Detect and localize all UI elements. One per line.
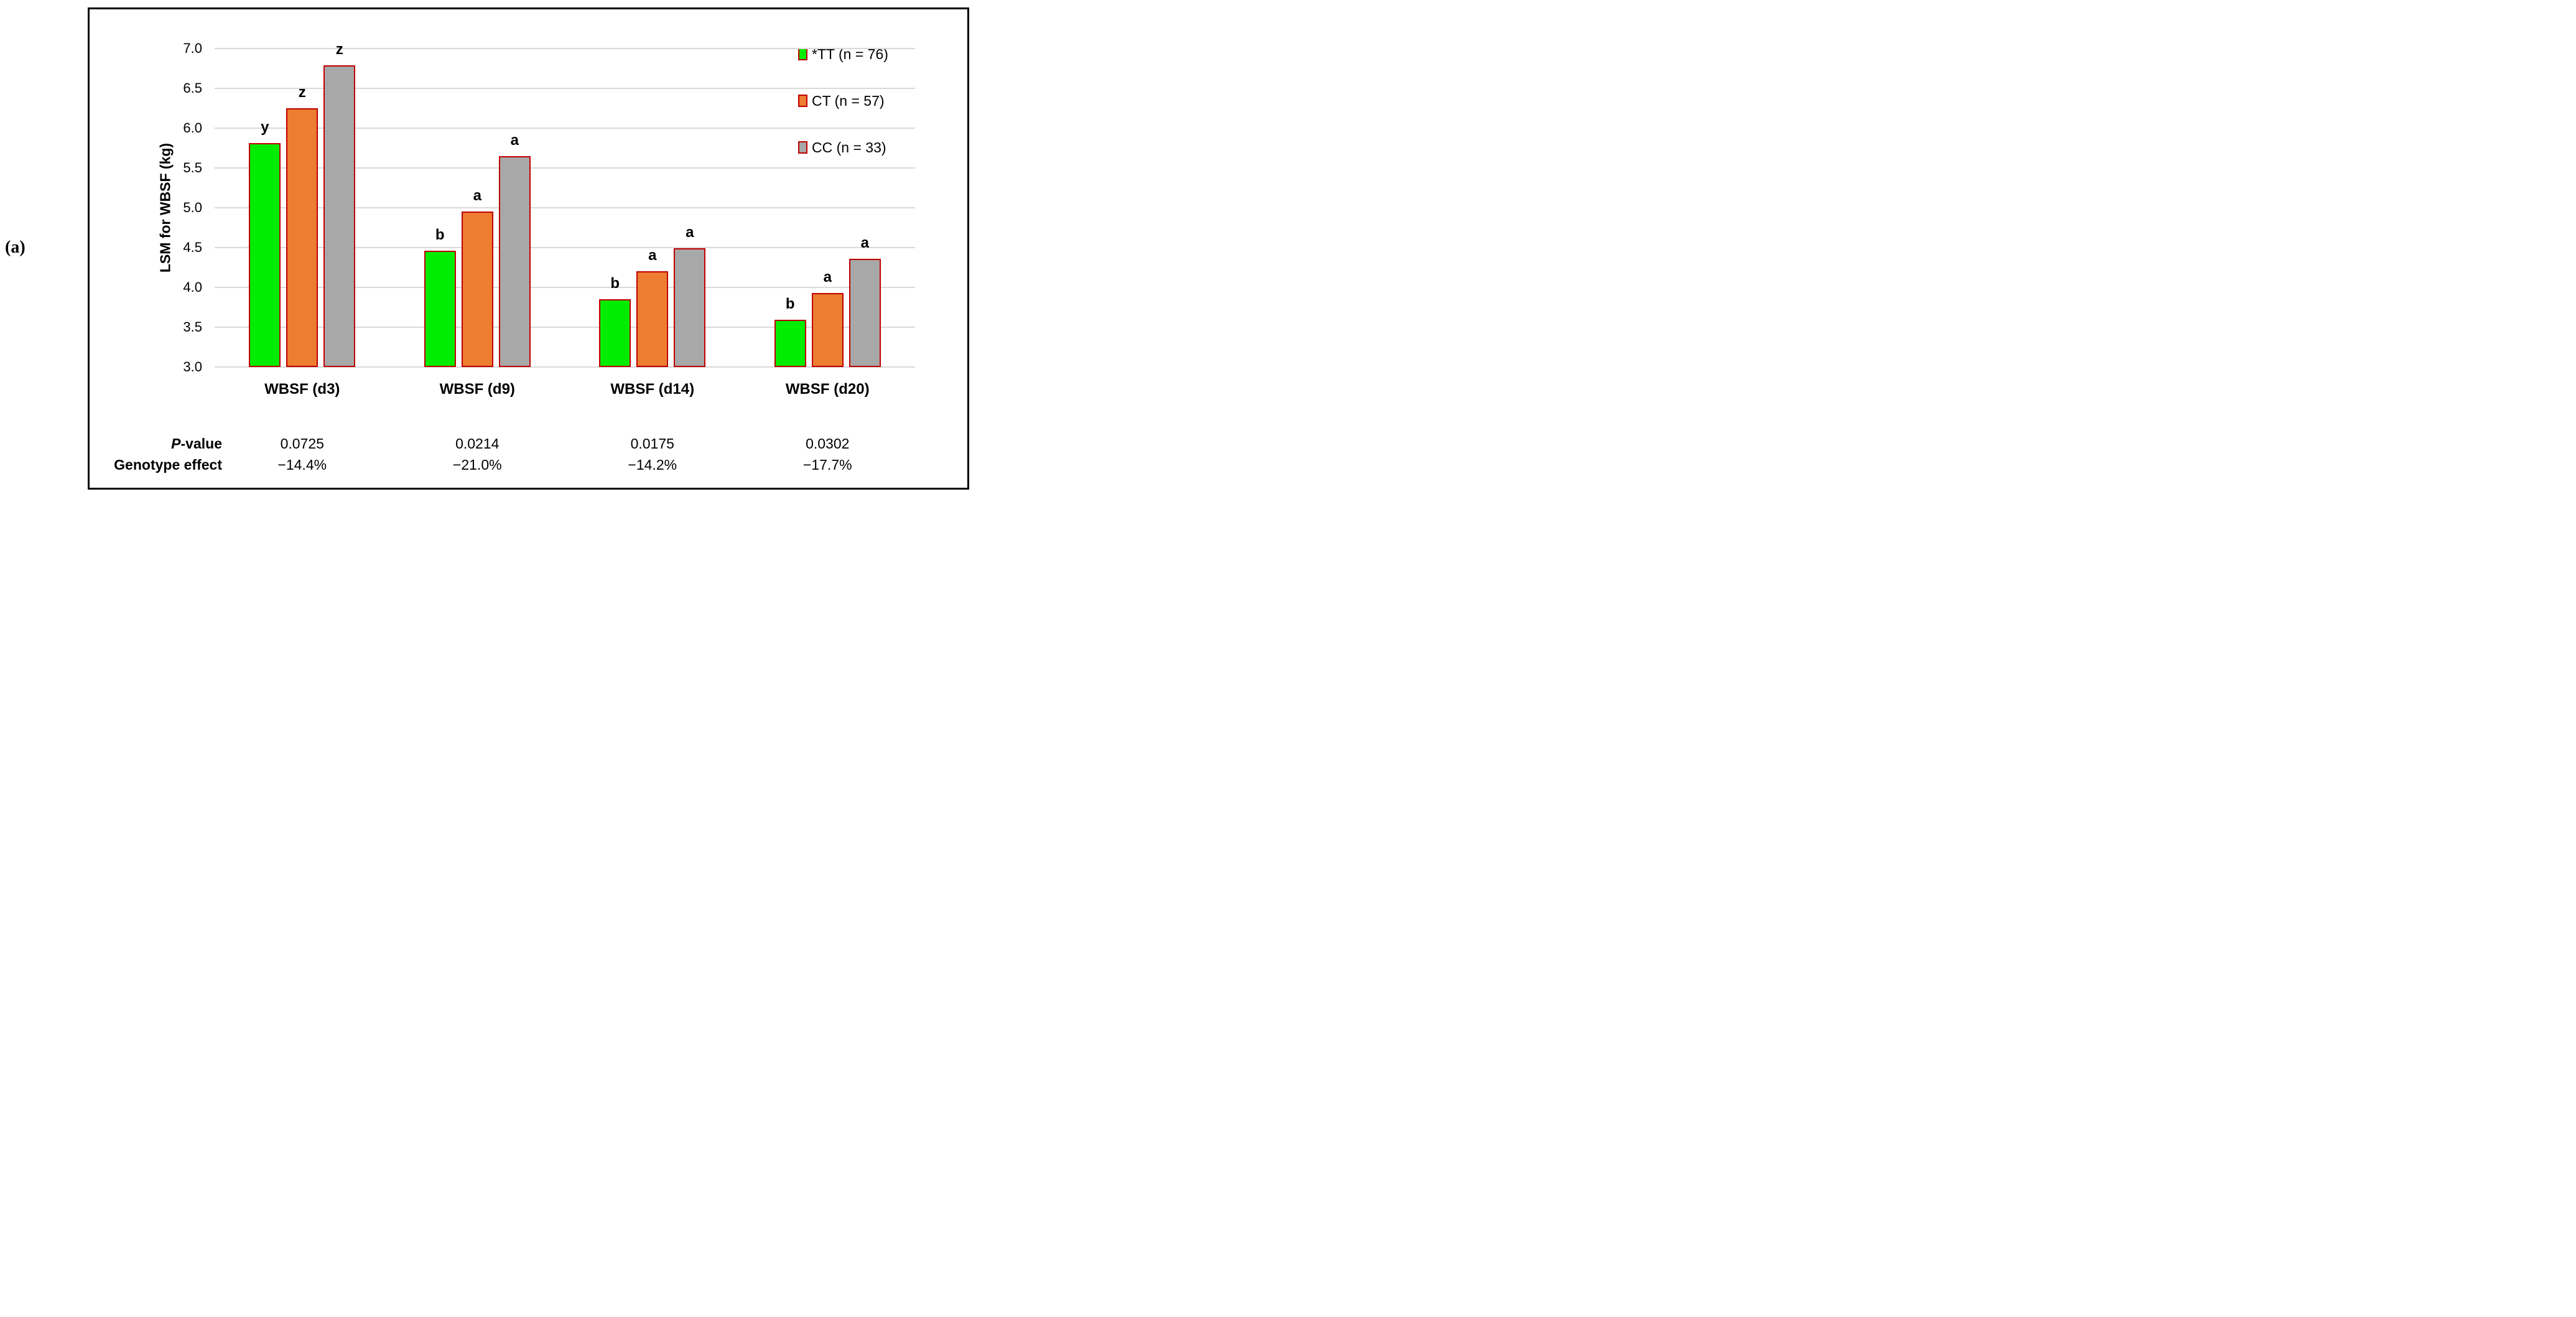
bar-ttn-1: [249, 143, 281, 367]
significance-letter: a: [860, 234, 869, 251]
legend-item: CT (n = 57): [796, 92, 891, 109]
legend-swatch-icon: [798, 48, 807, 60]
annotation-row: P-value 0.0725 0.0214 0.0175 0.0302: [90, 435, 967, 453]
bar-ccn-1: [323, 65, 356, 367]
gridline: [215, 128, 915, 129]
annotation-value: 0.0725: [280, 435, 324, 452]
legend-item: CC (n = 33): [796, 139, 891, 156]
legend-swatch-icon: [798, 95, 807, 107]
gridline: [215, 327, 915, 328]
bar-ctn-2: [461, 212, 493, 367]
bar-ccn-3: [674, 248, 706, 367]
bar-ttn-3: [599, 299, 631, 367]
bar-ttn-4: [774, 320, 806, 367]
significance-letter: y: [261, 119, 269, 136]
annotation-row-label: Genotype effect: [90, 457, 222, 473]
significance-letter: a: [510, 131, 519, 149]
annotation-value: 0.0302: [806, 435, 850, 452]
significance-letter: z: [335, 40, 343, 58]
bar-ccn-2: [498, 156, 531, 367]
annotation-row-label: P-value: [90, 435, 222, 452]
annotation-value: 0.0175: [630, 435, 674, 452]
chart-box: LSM for WBSF (kg) *TT (n = 76) CT (n = 57…: [88, 7, 969, 490]
significance-letter: a: [686, 224, 694, 241]
gridline: [215, 366, 915, 368]
figure-panel-a: (a) LSM for WBSF (kg) *TT (n = 76) CT (n …: [0, 0, 975, 498]
annotation-row: Genotype effect −14.4% −21.0% −14.2% −17.7%: [90, 457, 967, 474]
bar-ctn-4: [811, 292, 844, 367]
x-axis-category-label: WBSF (d20): [785, 381, 870, 398]
gridline: [215, 207, 915, 208]
gridline: [215, 88, 915, 89]
chart-legend: *TT (n = 76) CT (n = 57) CC (n = 33): [796, 45, 891, 185]
significance-letter: z: [298, 84, 306, 101]
significance-letter: b: [785, 296, 795, 313]
annotation-label-part: Genotype effect: [114, 457, 222, 473]
legend-swatch-icon: [798, 141, 807, 154]
y-axis-tick-label: 4.5: [183, 240, 202, 255]
x-axis-category-label: WBSF (d9): [439, 381, 515, 398]
y-axis-tick-label: 5.5: [183, 160, 202, 175]
gridline: [215, 247, 915, 248]
y-axis-tick-label: 4.0: [183, 279, 202, 295]
annotation-value: −21.0%: [452, 457, 502, 473]
x-axis-category-label: WBSF (d3): [264, 381, 340, 398]
figure-label: (a): [5, 238, 26, 257]
significance-letter: a: [473, 187, 481, 205]
y-axis-tick-label: 3.5: [183, 319, 202, 335]
legend-label: CT (n = 57): [812, 92, 885, 109]
annotation-value: −17.7%: [802, 457, 852, 473]
x-axis-category-label: WBSF (d14): [610, 381, 695, 398]
annotation-value: 0.0214: [455, 435, 500, 452]
y-axis-tick-label: 3.0: [183, 359, 202, 375]
significance-letter: b: [610, 275, 620, 292]
legend-label: CC (n = 33): [812, 139, 886, 156]
y-axis-tick-label: 6.0: [183, 120, 202, 136]
significance-letter: b: [435, 226, 445, 244]
bar-ccn-4: [849, 258, 881, 367]
annotation-value: −14.2%: [628, 457, 677, 473]
gridline: [215, 287, 915, 288]
y-axis-tick-label: 6.5: [183, 80, 202, 96]
y-axis-tick-label: 7.0: [183, 40, 202, 56]
gridline: [215, 167, 915, 169]
annotation-value: −14.4%: [277, 457, 327, 473]
significance-letter: a: [648, 247, 657, 264]
annotation-label-part: -value: [180, 435, 222, 452]
significance-letter: a: [823, 268, 832, 286]
annotation-label-part: P: [171, 435, 181, 452]
bar-ttn-2: [424, 251, 456, 367]
bar-ctn-3: [636, 271, 669, 367]
y-axis-tick-label: 5.0: [183, 200, 202, 215]
bar-ctn-1: [286, 108, 319, 367]
gridline: [215, 48, 915, 49]
